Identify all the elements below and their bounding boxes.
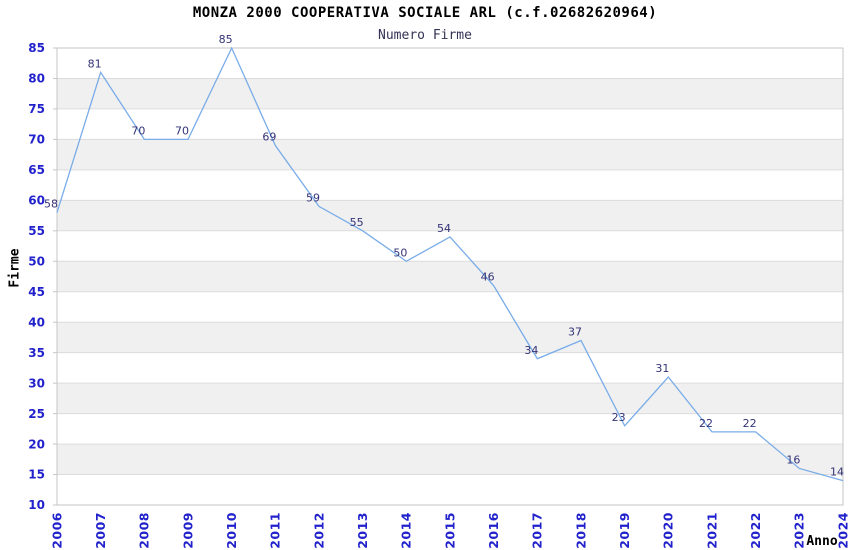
y-tick-label: 60 — [28, 194, 45, 208]
data-label: 70 — [175, 124, 189, 137]
grid-band — [57, 261, 843, 292]
y-tick-label: 15 — [28, 468, 45, 482]
x-tick-label: 2019 — [617, 512, 632, 549]
x-tick-label: 2023 — [792, 512, 807, 549]
x-tick-label: 2008 — [137, 512, 152, 549]
x-tick-label: 2011 — [268, 512, 283, 549]
y-tick-label: 50 — [28, 254, 45, 268]
data-label: 70 — [131, 124, 145, 137]
y-tick-label: 40 — [28, 315, 45, 329]
y-tick-label: 45 — [28, 285, 45, 299]
data-label: 34 — [524, 344, 538, 357]
y-tick-label: 20 — [28, 437, 45, 451]
x-axis-title: Anno — [806, 534, 837, 549]
x-tick-label: 2018 — [573, 512, 588, 549]
y-tick-label: 75 — [28, 102, 45, 116]
data-label: 54 — [437, 222, 451, 235]
data-label: 85 — [219, 33, 233, 46]
grid-band — [57, 322, 843, 353]
data-label: 37 — [568, 325, 582, 338]
x-tick-label: 2014 — [399, 512, 414, 549]
data-label: 81 — [88, 57, 102, 70]
data-label: 55 — [350, 216, 364, 229]
chart-subtitle: Numero Firme — [378, 28, 472, 43]
y-tick-label: 10 — [28, 498, 45, 512]
x-tick-label: 2021 — [704, 512, 719, 549]
series-line — [56, 46, 844, 482]
data-label: 16 — [786, 453, 800, 466]
x-tick-label: 2007 — [93, 512, 108, 549]
x-tick-label: 2017 — [530, 512, 545, 549]
data-label: 50 — [393, 246, 407, 259]
y-tick-label: 70 — [28, 133, 45, 147]
x-tick-label: 2012 — [311, 512, 326, 549]
y-axis-title: Firme — [8, 248, 23, 287]
data-label: 58 — [44, 198, 58, 211]
x-tick-label: 2016 — [486, 512, 501, 549]
data-label: 59 — [306, 191, 320, 204]
x-tick-label: 2024 — [835, 512, 850, 549]
plot-border — [56, 47, 844, 506]
data-label: 46 — [481, 271, 495, 284]
grid-band — [57, 383, 843, 414]
y-tick-label: 65 — [28, 163, 45, 177]
x-tick-label: 2015 — [442, 512, 457, 549]
data-label: 31 — [655, 362, 669, 375]
data-label: 69 — [262, 130, 276, 143]
x-tick-label: 2009 — [180, 512, 195, 549]
data-label: 22 — [743, 417, 757, 430]
chart-title: MONZA 2000 COOPERATIVA SOCIALE ARL (c.f.… — [192, 5, 658, 21]
data-label: 22 — [699, 417, 713, 430]
y-tick-label: 35 — [28, 346, 45, 360]
x-tick-label: 2013 — [355, 512, 370, 549]
grid-band — [57, 139, 843, 170]
y-tick-label: 80 — [28, 72, 45, 86]
grid-band — [57, 444, 843, 475]
data-label: 23 — [612, 411, 626, 424]
y-tick-label: 85 — [28, 41, 45, 55]
data-label: 14 — [830, 466, 844, 479]
x-tick-label: 2006 — [49, 512, 64, 549]
y-tick-label: 25 — [28, 407, 45, 421]
x-tick-label: 2010 — [224, 512, 239, 549]
grid-band — [57, 200, 843, 231]
y-tick-label: 30 — [28, 376, 45, 390]
x-tick-label: 2022 — [748, 512, 763, 549]
x-tick-label: 2020 — [661, 512, 676, 549]
grid-band — [57, 78, 843, 109]
y-tick-label: 55 — [28, 224, 45, 238]
